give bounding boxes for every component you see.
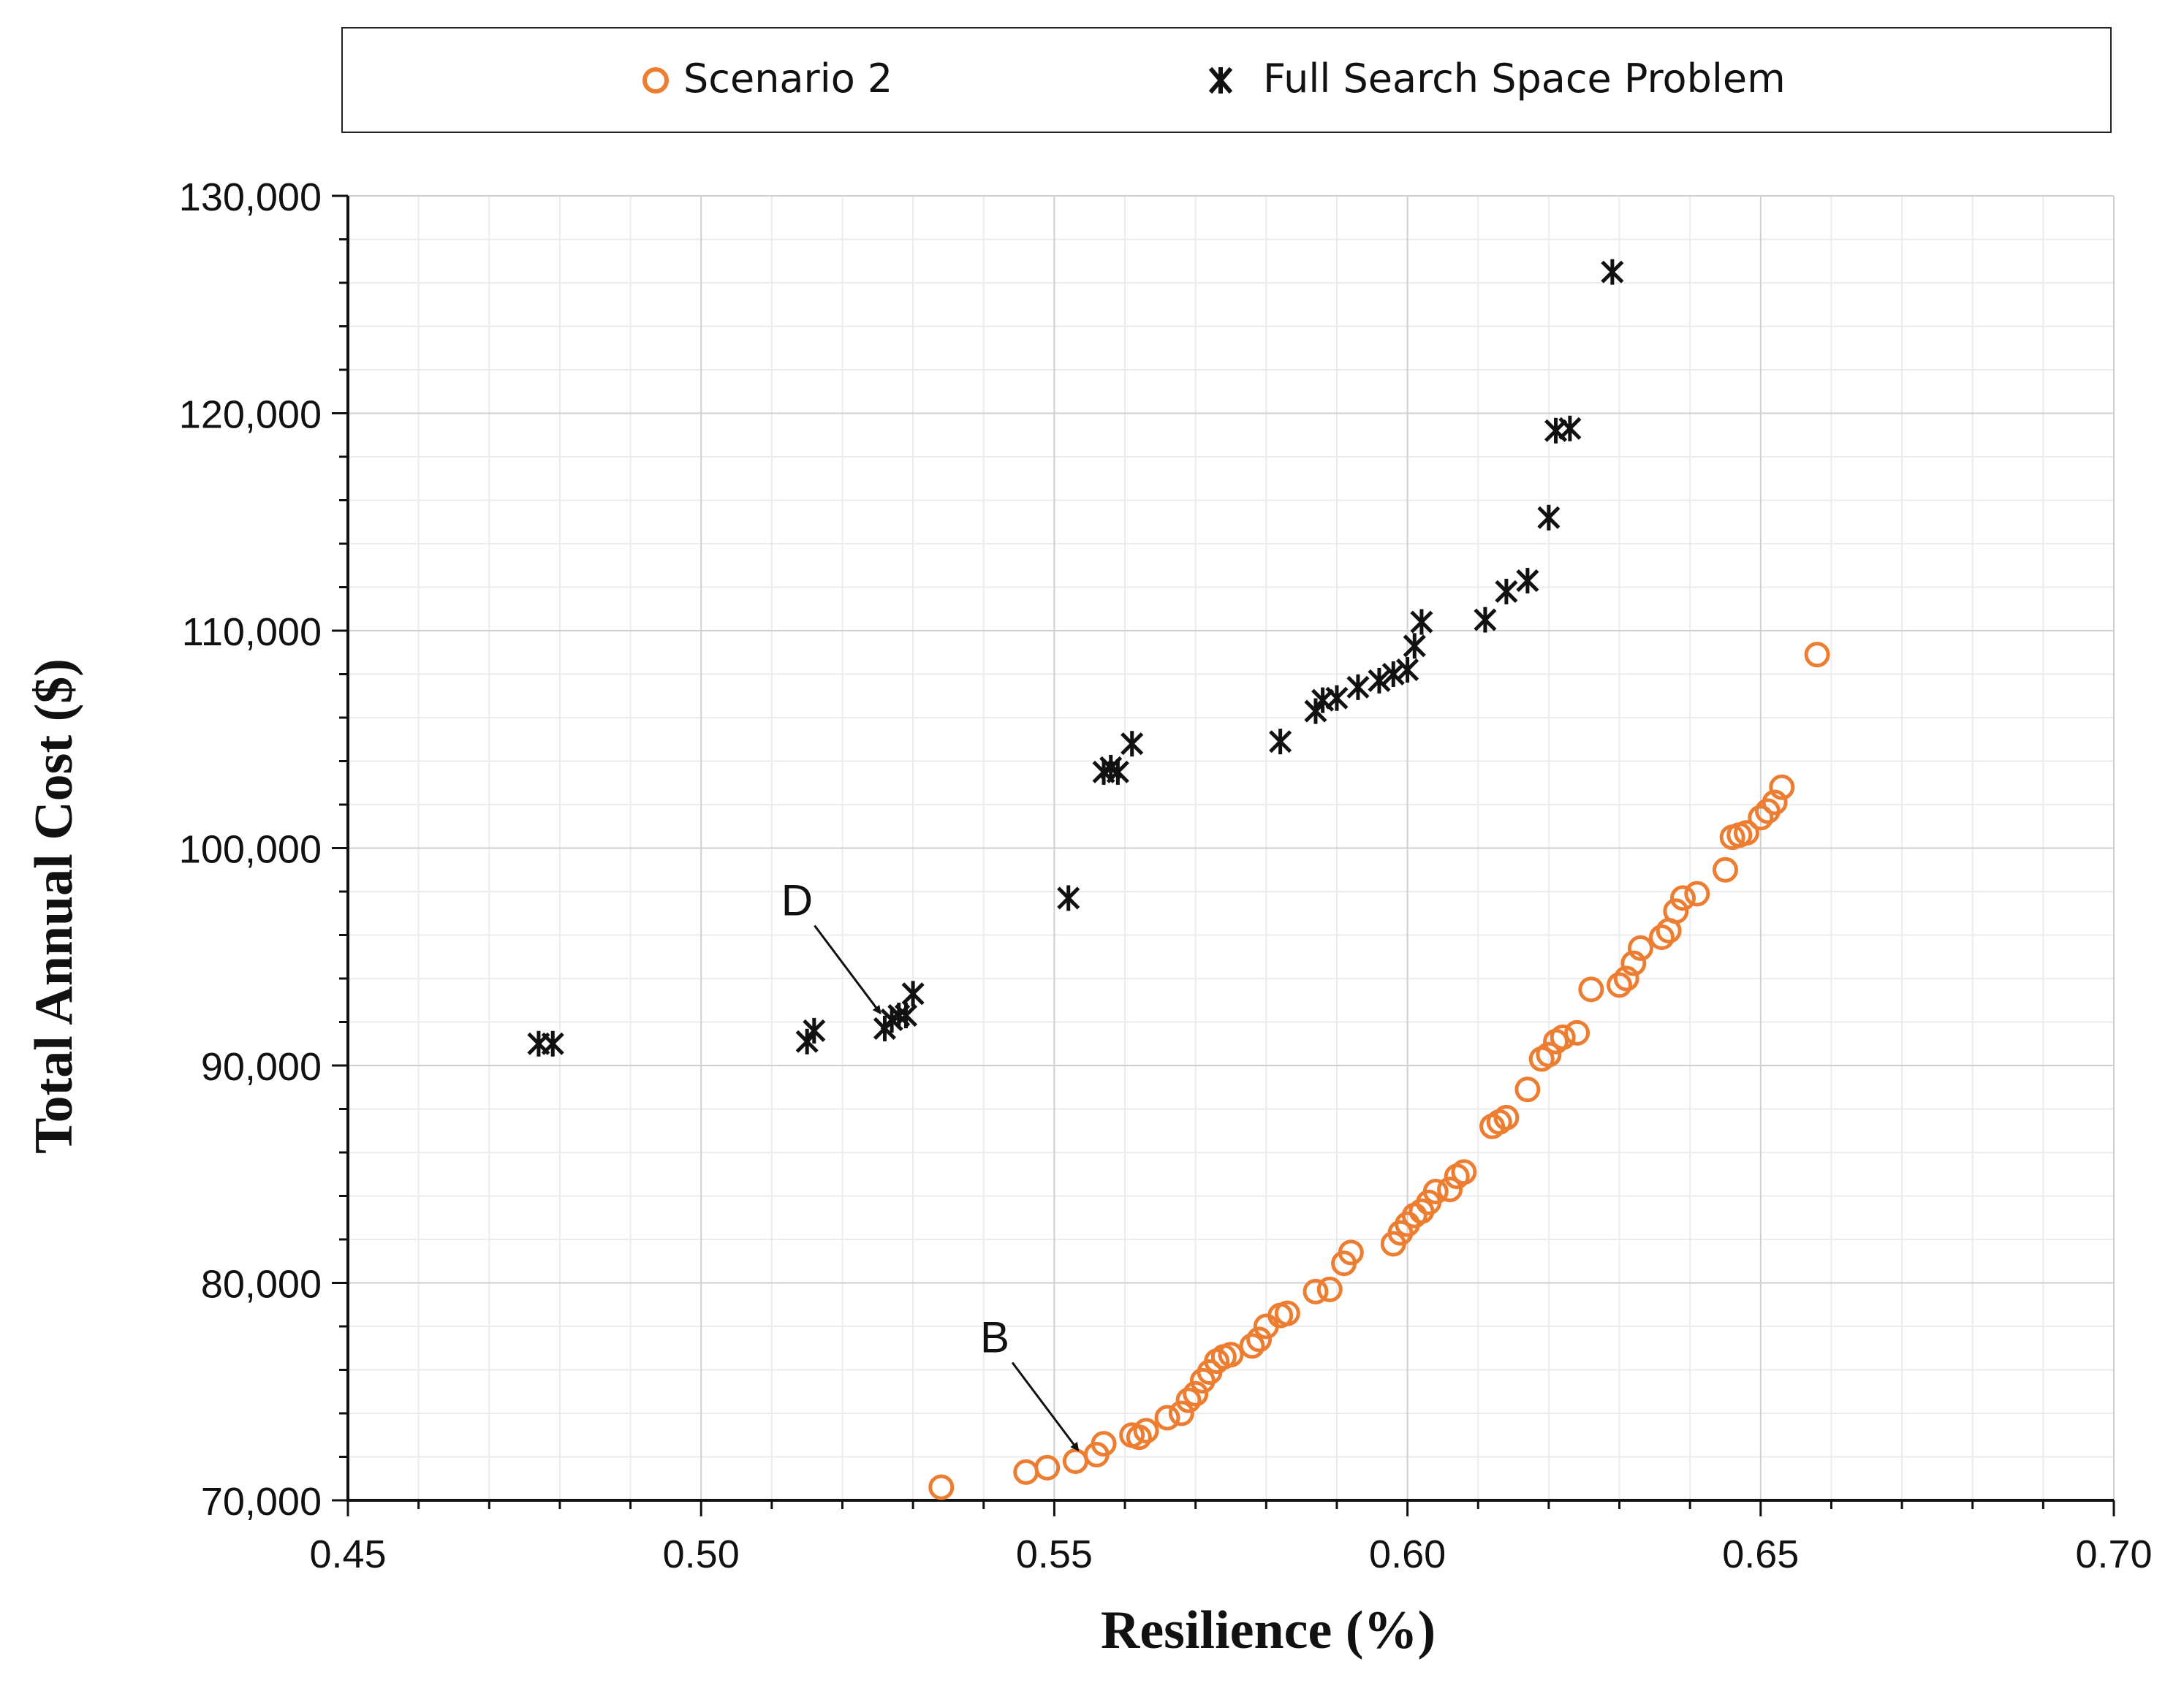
scenario-2-point xyxy=(1663,898,1689,924)
full-search-point xyxy=(1396,657,1419,683)
full-search-point xyxy=(1346,674,1370,700)
full-search-point xyxy=(1537,504,1561,531)
scenario-2-point xyxy=(1804,642,1830,668)
scenario-2-point xyxy=(1437,1177,1463,1203)
full-search-point xyxy=(1325,685,1349,711)
scenario-2-point xyxy=(1748,805,1774,831)
full-search-point xyxy=(803,1017,826,1044)
scenario-2-point xyxy=(1564,1019,1590,1046)
annotation-arrow xyxy=(1011,1361,1080,1452)
scenario-2-point xyxy=(1091,1431,1117,1457)
scenario-2-point xyxy=(928,1474,955,1500)
annotation-label: D xyxy=(781,876,813,925)
full-search-point xyxy=(541,1030,564,1057)
series-full-search-space xyxy=(527,259,1624,1057)
scenario-2-point xyxy=(1126,1424,1152,1451)
scenario-2-point xyxy=(1422,1179,1449,1205)
full-search-point xyxy=(1516,568,1539,594)
y-tick-label: 70,000 xyxy=(201,1480,322,1524)
scenario-2-point xyxy=(1013,1459,1039,1485)
scenario-2-point xyxy=(1628,935,1654,961)
scenario-2-point xyxy=(1451,1159,1477,1185)
gridlines xyxy=(347,195,2115,1501)
x-tick-label: 0.50 xyxy=(663,1532,740,1576)
scenario-2-point xyxy=(1338,1239,1364,1266)
scenario-2-point xyxy=(1613,965,1639,992)
y-tick-label: 90,000 xyxy=(201,1045,322,1089)
scenario-2-point xyxy=(1034,1454,1061,1481)
series-scenario-2 xyxy=(928,642,1830,1500)
scenario-2-point xyxy=(1762,789,1788,816)
full-search-point xyxy=(1106,759,1129,785)
legend-label-scenario-2: Scenario 2 xyxy=(683,56,892,102)
scenario-2-point xyxy=(1183,1380,1209,1407)
full-search-point xyxy=(1558,415,1582,441)
x-tick-label: 0.45 xyxy=(309,1532,386,1576)
scenario-2-point xyxy=(1493,1104,1520,1131)
scenario-2-point xyxy=(1246,1326,1273,1353)
full-search-point xyxy=(1474,607,1497,633)
annotation-label: B xyxy=(980,1313,1009,1362)
scenario-2-point xyxy=(1175,1387,1202,1413)
legend-marker-full-search xyxy=(1208,67,1233,94)
scenario-2-point xyxy=(1536,1041,1562,1068)
scenario-2-point xyxy=(1514,1076,1541,1103)
scenario-2-point xyxy=(1154,1405,1180,1431)
full-search-point xyxy=(1057,885,1080,911)
scenario-2-point xyxy=(1168,1400,1194,1426)
y-tick-label: 100,000 xyxy=(179,828,322,872)
annotations: DB xyxy=(781,876,1080,1452)
full-search-point xyxy=(894,1003,917,1029)
legend-box xyxy=(341,27,2112,133)
full-search-point xyxy=(1410,609,1433,635)
y-axis-title: Total Annual Cost ($) xyxy=(24,658,84,1154)
full-search-point xyxy=(901,981,925,1007)
legend-marker-scenario-2 xyxy=(642,67,669,94)
full-search-point xyxy=(1403,633,1426,659)
scenario-2-point xyxy=(1684,881,1710,907)
y-tick-label: 110,000 xyxy=(182,610,322,654)
y-tick-label: 80,000 xyxy=(201,1263,322,1307)
full-search-point xyxy=(1121,731,1144,757)
axes: 70,000 80,000 90,000 100,000 110,000 120,000 1… xyxy=(179,175,2153,1576)
scenario-2-point xyxy=(1316,1276,1343,1302)
full-search-point xyxy=(1601,259,1624,285)
y-tick-label: 120,000 xyxy=(179,393,322,437)
scenario-2-point xyxy=(1607,972,1633,998)
scenario-2-point xyxy=(1274,1300,1300,1326)
scenario-2-point xyxy=(1550,1024,1576,1050)
scenario-2-point xyxy=(1620,950,1647,976)
scenario-2-point xyxy=(1133,1418,1159,1444)
x-tick-label: 0.65 xyxy=(1722,1532,1799,1576)
annotation-arrow xyxy=(814,924,881,1015)
scenario-2-point xyxy=(1669,885,1696,911)
scenario-2-point xyxy=(1733,820,1759,846)
x-tick-label: 0.70 xyxy=(2075,1532,2152,1576)
full-search-point xyxy=(1495,578,1518,604)
scenario-2-point xyxy=(1239,1333,1265,1359)
scenario-2-point xyxy=(1578,976,1604,1003)
scenario-2-point xyxy=(1769,774,1795,800)
x-tick-label: 0.60 xyxy=(1369,1532,1446,1576)
scenario-2-point xyxy=(1062,1448,1088,1474)
scenario-2-point xyxy=(1303,1278,1329,1304)
full-search-point xyxy=(1269,729,1292,755)
x-axis-title: Resilience (%) xyxy=(1101,1600,1436,1660)
legend: Scenario 2 Full Search Space Problem xyxy=(341,27,2112,133)
y-tick-label: 130,000 xyxy=(179,175,322,219)
full-search-point xyxy=(1368,667,1391,694)
legend-label-full-search: Full Search Space Problem xyxy=(1263,56,1786,102)
scenario-2-point xyxy=(1712,856,1738,883)
scenario-2-point xyxy=(1649,924,1675,950)
scenario-2-point xyxy=(1218,1342,1244,1368)
x-tick-label: 0.55 xyxy=(1016,1532,1093,1576)
